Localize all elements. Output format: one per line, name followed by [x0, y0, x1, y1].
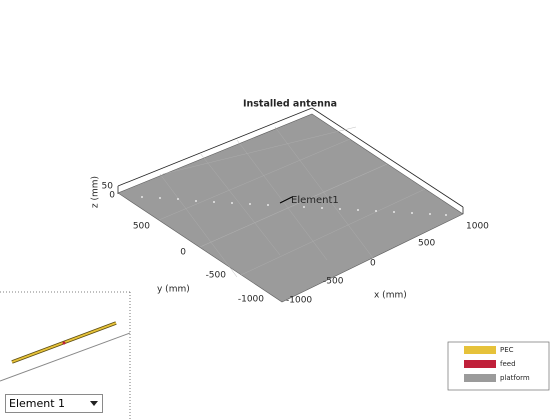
legend-label: platform: [500, 374, 530, 382]
y-tick-label: -1000: [238, 295, 264, 305]
element-preview: [0, 291, 131, 420]
dropdown-arrow: [90, 401, 98, 406]
plot-title: Installed antenna: [243, 99, 337, 110]
platform: [117, 113, 464, 303]
y-axis-label: y (mm): [157, 285, 190, 295]
x-tick-label: -500: [323, 277, 344, 287]
legend-swatch: [464, 360, 496, 368]
legend-label: PEC: [500, 346, 514, 354]
legend-swatch: [464, 374, 496, 382]
dropdown-value: Element 1: [9, 397, 66, 410]
z-axis-label: z (mm): [91, 176, 101, 208]
x-tick-label: 0: [370, 259, 376, 269]
element-dropdown[interactable]: Element 1: [5, 394, 103, 413]
legend-box: [447, 341, 550, 391]
y-tick-label: 0: [180, 248, 186, 258]
z-tick-label: 50: [102, 182, 114, 192]
x-axis-label: x (mm): [374, 291, 407, 301]
axes-box: [117, 107, 464, 214]
legend-swatch: [464, 346, 496, 354]
element-annotation: Element1: [291, 195, 339, 206]
z-tick-label: 0: [109, 191, 115, 201]
antenna-elements: [141, 196, 447, 216]
legend-label: feed: [500, 360, 516, 368]
x-tick-label: 1000: [466, 222, 489, 232]
x-tick-label: -1000: [286, 296, 312, 306]
x-tick-label: 500: [418, 239, 435, 249]
y-tick-label: 500: [133, 222, 150, 232]
grid: [158, 126, 426, 278]
element-pointer: [279, 196, 293, 204]
y-tick-label: -500: [206, 271, 227, 281]
